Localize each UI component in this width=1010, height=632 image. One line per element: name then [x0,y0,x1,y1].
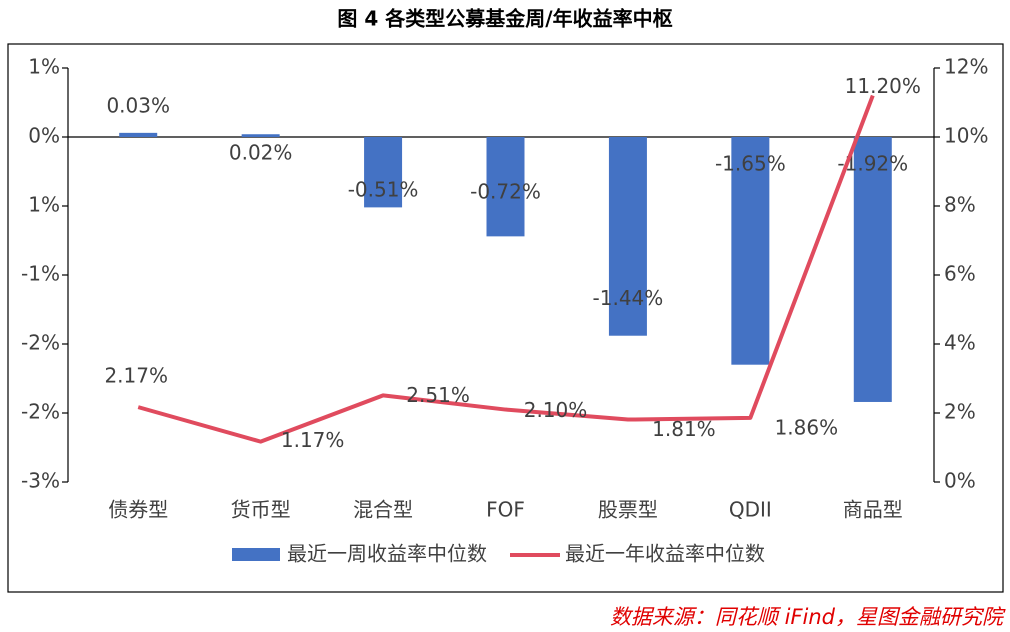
y-tick-label: 1% [28,193,60,217]
x-tick-label: 货币型 [231,498,291,522]
legend-swatch [232,548,280,561]
y-tick-label: -2% [21,400,60,424]
y-tick-label: -2% [21,331,60,355]
bar [608,137,647,336]
line-value-label: 2.51% [406,383,470,407]
bar-value-label: -0.51% [348,178,419,202]
line-value-label: 11.20% [845,74,921,98]
x-tick-label: FOF [486,498,525,522]
line-value-label: 2.10% [524,398,588,422]
y2-tick-label: 12% [944,55,988,79]
line-value-label: 1.17% [281,428,345,452]
x-tick-label: 债券型 [108,498,168,522]
y2-tick-label: 6% [944,262,976,286]
bar-value-label: -1.65% [715,152,786,176]
y-tick-label: 1% [28,55,60,79]
y2-tick-label: 8% [944,193,976,217]
bar-value-label: 0.03% [106,93,170,117]
x-tick-label: 商品型 [843,498,903,522]
y-tick-label: -1% [21,262,60,286]
chart-frame [7,43,1004,593]
source-note: 数据来源：同花顺 iFind，星图金融研究院 [610,605,1006,629]
line-value-label: 2.17% [104,364,168,388]
y-tick-label: 0% [28,124,60,148]
chart-title: 图 4 各类型公募基金周/年收益率中枢 [337,7,672,31]
bar [731,137,770,365]
bar [364,137,403,208]
bar-value-label: 0.02% [229,141,293,165]
line-value-label: 1.81% [652,417,716,441]
y2-tick-label: 4% [944,331,976,355]
y2-tick-label: 0% [944,469,976,493]
y-tick-label: -3% [21,469,60,493]
legend-label: 最近一年收益率中位数 [565,542,765,566]
x-tick-label: 混合型 [353,498,413,522]
bar [486,137,525,237]
legend-label: 最近一周收益率中位数 [287,542,487,566]
bar [241,134,280,137]
bar-value-label: -1.44% [593,286,664,310]
line [137,94,875,444]
bar [853,137,892,402]
bar [119,132,158,137]
x-tick-label: QDII [729,498,772,522]
x-tick-label: 股票型 [598,498,658,522]
bar-value-label: -0.72% [470,180,541,204]
y2-tick-label: 10% [944,124,988,148]
y2-tick-label: 2% [944,400,976,424]
line-value-label: 1.86% [775,415,839,439]
